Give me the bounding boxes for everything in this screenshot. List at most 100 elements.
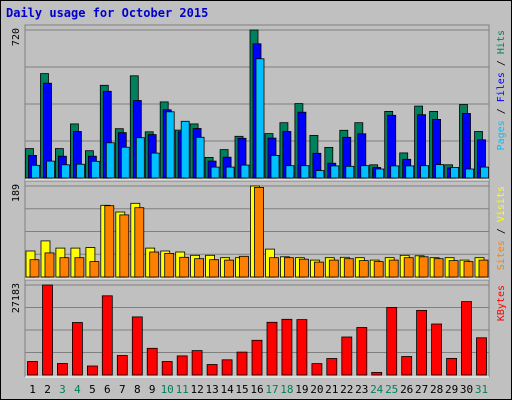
bar-kbytes-day-4: 4: 15870 (72, 322, 83, 376)
bar-pages-day-11: 11: 276 (180, 120, 190, 179)
bar-pages-day-6: 6: 171 (105, 142, 115, 179)
day-label-12: 12 (190, 383, 203, 396)
bar-sites-day-15: 15: 43 (239, 255, 249, 278)
legend-entry: / (496, 102, 507, 120)
bar-kbytes-day-19: 19: 16720 (296, 319, 308, 376)
day-label-4: 4 (74, 383, 81, 396)
day-label-2: 2 (44, 383, 51, 396)
day-label-30: 30 (460, 383, 473, 396)
bar-sites-day-29: 29: 34 (448, 260, 459, 278)
bar-kbytes-day-18: 18: 16810 (281, 318, 293, 376)
legend-entry: / (496, 54, 507, 72)
day-label-5: 5 (89, 383, 96, 396)
bar-kbytes-day-29: 29: 5010 (446, 357, 458, 376)
panel-legend: Pages / Files / Hits (496, 30, 507, 150)
panel-legend: Sites / Visits (496, 186, 507, 270)
bar-sites-day-10: 10: 49 (164, 252, 175, 278)
bar-kbytes-day-8: 8: 17560 (131, 316, 143, 376)
legend-entry: Pages (496, 120, 507, 150)
day-label-21: 21 (325, 383, 338, 396)
y-axis-max-label: 27183 (11, 283, 22, 313)
bar-sites-day-28: 28: 38 (433, 258, 444, 278)
bar-sites-day-31: 31: 35 (478, 259, 489, 278)
bar-kbytes-day-5: 5: 2720 (87, 365, 98, 376)
bar-pages-day-4: 4: 67 (76, 163, 85, 179)
bar-kbytes-day-3: 3: 3470 (57, 363, 68, 376)
legend-entry: Visits (496, 186, 507, 222)
bar-pages-day-16: 16: 580 (255, 58, 265, 179)
bar-kbytes-day-9: 9: 8060 (146, 347, 158, 376)
bar-pages-day-26: 26: 59 (405, 165, 415, 179)
bar-kbytes-day-1: 1: 4080 (27, 361, 38, 376)
bar-sites-day-21: 21: 35 (328, 259, 339, 278)
bar-pages-day-23: 23: 60 (360, 165, 370, 179)
bar-pages-day-31: 31: 53 (480, 166, 489, 179)
bar-pages-day-2: 2: 82 (46, 160, 55, 179)
bar-pages-day-10: 10: 322 (165, 111, 175, 179)
day-label-9: 9 (149, 383, 156, 396)
bar-pages-day-8: 8: 196 (135, 137, 145, 179)
bar-sites-day-16: 16: 186 (254, 186, 264, 278)
bar-pages-day-28: 28: 65 (435, 164, 445, 179)
bar-kbytes-day-27: 27: 19520 (416, 309, 428, 376)
y-axis-max-label: 189 (11, 184, 22, 202)
day-label-14: 14 (220, 383, 234, 396)
bar-sites-day-2: 2: 50 (44, 252, 55, 278)
bar-pages-day-25: 25: 59 (390, 165, 400, 179)
bar-kbytes-day-24: 24: 800 (371, 371, 383, 376)
bar-sites-day-11: 11: 41 (179, 256, 190, 278)
day-label-6: 6 (104, 383, 111, 396)
bar-kbytes-day-17: 17: 15910 (266, 321, 278, 376)
bar-kbytes-day-13: 13: 3160 (206, 364, 218, 376)
bar-pages-day-5: 5: 81 (91, 160, 100, 179)
legend-entry: Sites (496, 240, 507, 270)
bar-pages-day-18: 18: 60 (285, 165, 295, 179)
chart-title: Daily usage for October 2015 (6, 6, 208, 20)
day-label-27: 27 (415, 383, 428, 396)
day-label-29: 29 (445, 383, 458, 396)
day-label-28: 28 (430, 383, 443, 396)
bar-sites-day-9: 9: 52 (149, 251, 160, 278)
bar-sites-day-6: 6: 148 (104, 205, 115, 278)
bar-pages-day-13: 13: 53 (210, 166, 220, 179)
bar-pages-day-1: 1: 62 (31, 164, 40, 179)
bar-pages-day-21: 21: 59 (330, 165, 340, 179)
panel-kbytes: 27183 KBytes 1: 4080 2: 27183 3: 3470 4: 1587… (11, 279, 507, 378)
bar-kbytes-day-7: 7: 5880 (116, 355, 128, 376)
bar-pages-day-22: 22: 57 (345, 165, 355, 179)
day-label-1: 1 (29, 383, 36, 396)
x-axis-day-labels: 1 2 3 4 5 6 7 8 9 10 11 12 13 14 15 16 17 18 19 20 21 22 23 24 2… (29, 383, 488, 396)
bar-sites-day-24: 24: 32 (373, 261, 384, 278)
bar-pages-day-12: 12: 198 (195, 136, 205, 179)
day-label-11: 11 (176, 383, 189, 396)
bar-pages-day-29: 29: 51 (450, 167, 460, 179)
bar-pages-day-9: 9: 121 (150, 152, 160, 179)
bar-pages-day-30: 30: 44 (465, 168, 474, 179)
day-label-24: 24 (370, 383, 384, 396)
day-label-31: 31 (475, 383, 488, 396)
bar-sites-day-12: 12: 38 (194, 258, 205, 278)
day-label-3: 3 (59, 383, 66, 396)
day-label-17: 17 (265, 383, 278, 396)
day-label-19: 19 (295, 383, 308, 396)
bar-kbytes-day-22: 22: 11490 (341, 336, 353, 376)
bar-pages-day-14: 14: 53 (225, 166, 235, 179)
day-label-22: 22 (340, 383, 353, 396)
bar-kbytes-day-25: 25: 20380 (386, 307, 398, 376)
bar-pages-day-7: 7: 150 (120, 146, 130, 179)
day-label-8: 8 (134, 383, 141, 396)
bar-pages-day-19: 19: 60 (300, 165, 310, 179)
day-label-10: 10 (161, 383, 174, 396)
day-label-16: 16 (250, 383, 263, 396)
bar-kbytes-day-14: 14: 4600 (221, 359, 233, 376)
bar-sites-day-5: 5: 32 (89, 261, 100, 278)
bar-sites-day-19: 19: 37 (298, 258, 309, 278)
day-label-13: 13 (205, 383, 218, 396)
bar-sites-day-17: 17: 40 (269, 257, 279, 278)
bar-files-day-30: 30: 314 (462, 113, 471, 179)
bar-pages-day-15: 15: 63 (240, 164, 250, 179)
day-label-25: 25 (385, 383, 398, 396)
bar-kbytes-day-12: 12: 7370 (191, 350, 203, 376)
legend-entry: Files (496, 72, 507, 102)
